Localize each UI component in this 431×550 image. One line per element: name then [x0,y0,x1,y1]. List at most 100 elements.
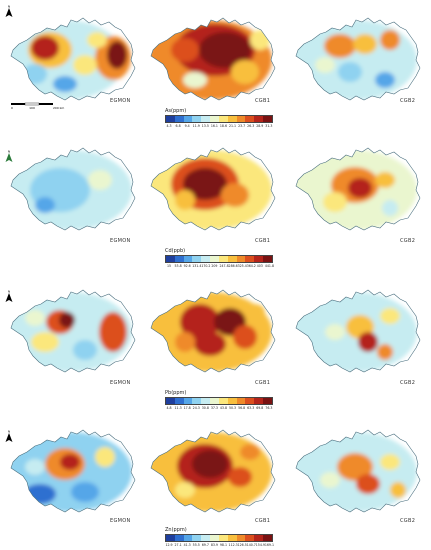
concentration-zone [171,38,199,62]
region-outline [150,429,276,513]
legend-swatch [192,256,202,262]
region-outline [295,429,421,513]
concentration-zone [88,170,112,190]
legend-swatch [227,256,237,262]
legend-tick-label: 15 [166,264,172,268]
concentration-zone [380,308,400,324]
concentration-zone [60,454,80,470]
legend-tick-label: 37.3 [210,406,218,410]
legend-tick-label: 441.8 [264,264,274,268]
legend-tick-label: 286.6 [228,264,238,268]
legend-tick-label: 50.3 [228,406,237,410]
legend-swatch [183,256,193,262]
legend-swatch [183,535,193,541]
legend-tick-label: 9.4 [184,124,190,128]
concentration-zone [375,172,395,188]
legend-swatch [227,116,237,122]
concentration-zone [356,474,380,494]
legend-tick-label: 31.3 [265,124,273,128]
concentration-zone [338,62,362,82]
legend-swatch [174,116,184,122]
scale-bar: 0 100 200 km [10,97,68,110]
map-zn-cgb2 [290,422,430,522]
legend-zn: Zn(ppm) 12.9 27.1 41.3 55.5 69.7 83.9 98.1 112.… [165,527,274,547]
legend-tick-label: 24.3 [192,406,200,410]
concentration-zone [35,197,55,213]
map-label-pb-egmon: EGMON [110,380,131,386]
legend-swatch [263,398,272,404]
concentration-zone [380,454,400,470]
concentration-zone [23,64,47,84]
map-label-cd-cgb1: CGB1 [255,238,271,244]
concentration-zone [175,332,195,352]
concentration-zone [325,324,345,340]
legend-tick-label: 28.9 [256,124,264,128]
map-label-cd-egmon: EGMON [110,238,131,244]
concentration-zone [31,36,59,60]
legend-ticks-as: 4.3 6.8 9.4 11.9 13.5 16.1 18.6 21.1 23.7 26.3 28.… [165,124,273,128]
concentration-zone [324,34,356,58]
legend-title-as: As(ppm) [165,108,187,114]
legend-swatch [254,116,264,122]
north-arrow-icon: N [4,3,14,17]
legend-tick-label: 112.3 [228,543,238,547]
legend-tick-label: 76.3 [265,406,273,410]
concentration-zone [25,310,45,326]
concentration-zone [183,72,207,88]
legend-swatch [254,535,264,541]
concentration-zone [31,332,59,352]
legend-colorbar-as [165,115,273,123]
legend-tick-label: 23.7 [238,124,246,128]
legend-tick-label: 41.3 [183,543,191,547]
legend-swatch [201,398,211,404]
legend-tick-label: 21.1 [228,124,237,128]
legend-swatch [236,535,246,541]
legend-swatch [166,535,175,541]
concentration-zone [95,447,115,467]
legend-swatch [236,398,246,404]
legend-tick-label: 170.2 [201,264,211,268]
legend-tick-label: 11.9 [192,124,200,128]
concentration-zone [228,467,252,487]
concentration-zone [99,312,127,352]
map-as-cgb2 [290,10,430,110]
region-outline [295,17,421,101]
concentration-zone [71,482,99,502]
concentration-zone [240,444,260,460]
legend-tick-label: 56.8 [238,406,246,410]
legend-swatch [201,535,211,541]
legend-tick-label: 209 [211,264,218,268]
legend-as: As(ppm) 4.3 6.8 9.4 11.9 13.5 16.1 18.6 21.1 23.… [165,108,273,128]
legend-swatch [227,398,237,404]
legend-swatch [174,398,184,404]
legend-tick-label: 98.1 [219,543,228,547]
map-cd-cgb2 [290,140,430,240]
map-as-egmon [5,10,145,110]
legend-tick-label: 83.9 [210,543,218,547]
legend-ticks-cd: 15 53.8 92.6 131.4 170.2 209 247.8 286.6 325.4 36… [165,264,274,268]
map-as-cgb1 [145,10,285,110]
north-arrow-icon: N [4,288,14,302]
legend-tick-label: 325.4 [237,264,247,268]
legend-swatch [236,256,246,262]
legend-tick-label: 27.1 [174,543,182,547]
concentration-zone [377,344,393,360]
legend-tick-label: 403 [256,264,263,268]
legend-tick-label: 154.9 [255,543,265,547]
legend-swatch [218,116,228,122]
region-outline [10,429,136,513]
north-label: N [8,430,10,434]
map-pb-cgb1 [145,282,285,382]
legend-swatch [218,398,228,404]
concentration-zone [296,20,417,100]
legend-colorbar-pb [165,397,273,405]
map-zn-cgb1 [145,422,285,522]
north-arrow-icon: N [4,428,14,442]
concentration-zone [245,304,265,320]
legend-swatch [245,398,255,404]
legend-swatch [245,116,255,122]
concentration-zone [231,60,259,84]
legend-swatch [254,256,264,262]
concentration-zone [250,30,270,50]
concentration-zone [25,459,45,475]
